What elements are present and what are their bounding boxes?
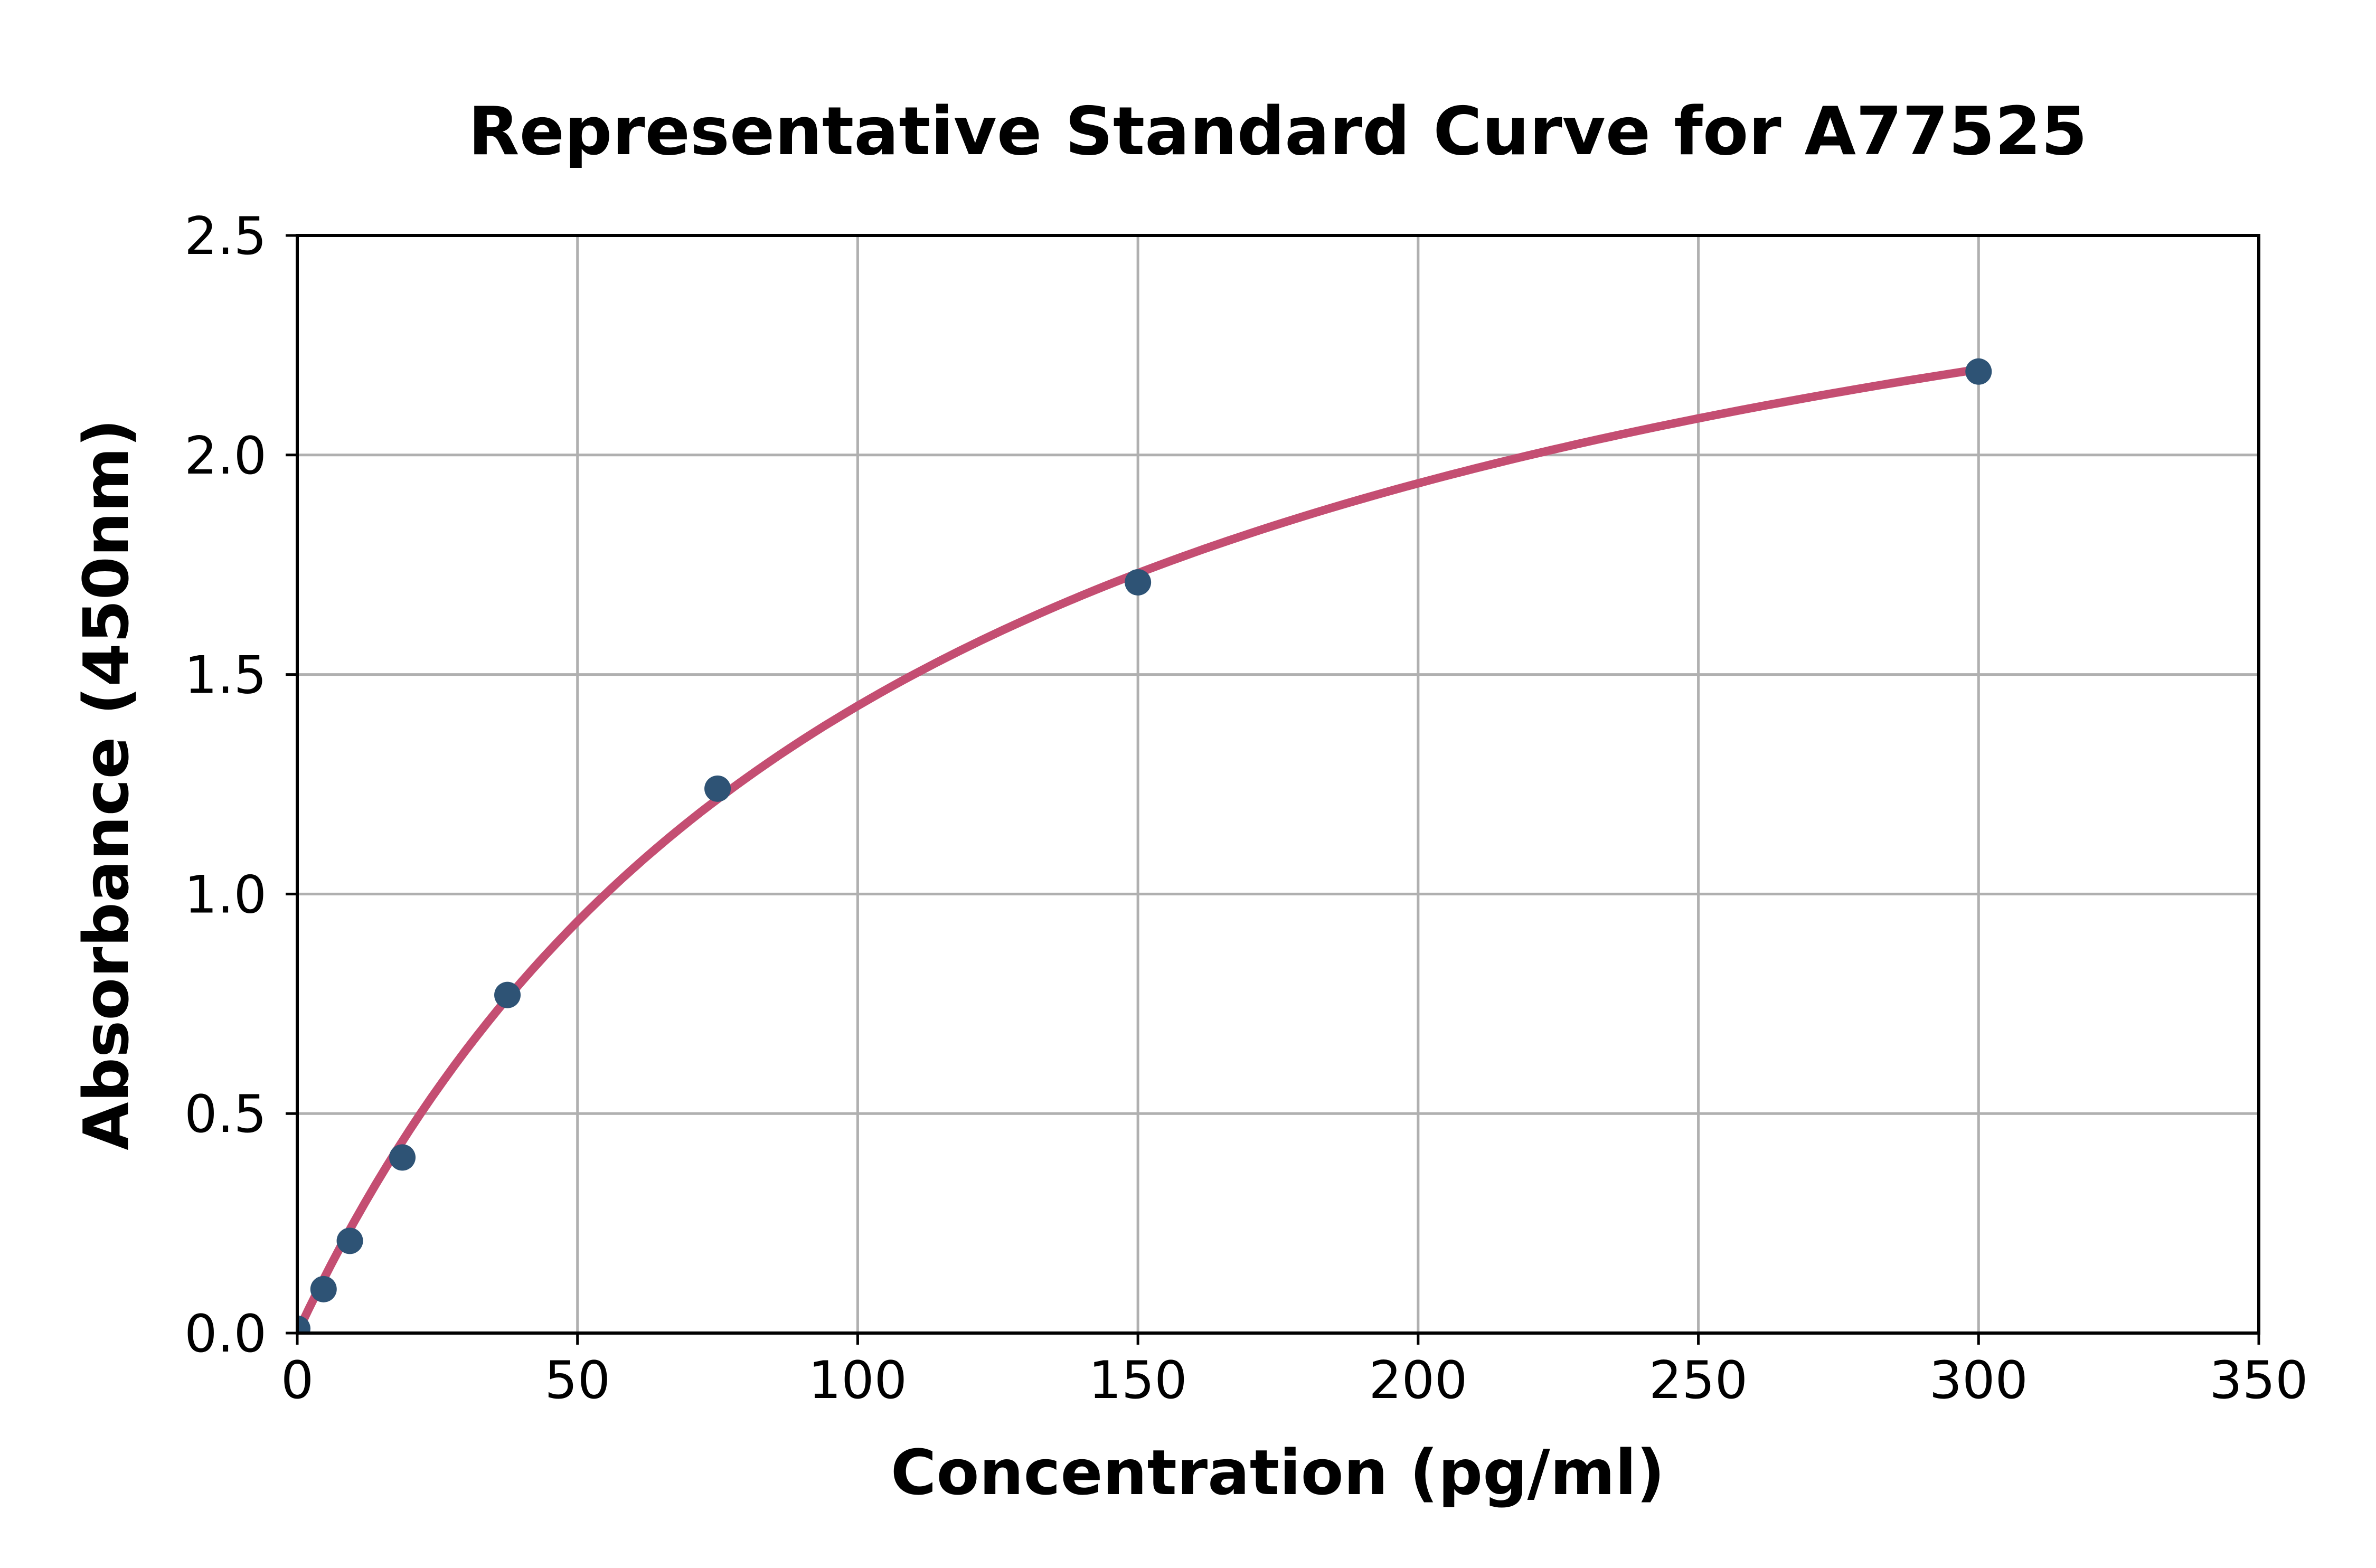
standard-point: [310, 1276, 337, 1302]
x-tick-label: 300: [1929, 1350, 2028, 1411]
standard-point: [1125, 569, 1152, 596]
data-points: [297, 358, 1992, 1333]
x-tick-label: 50: [544, 1350, 610, 1411]
y-axis-label: Absorbance (450nm): [70, 419, 143, 1150]
x-tick-label: 350: [2209, 1350, 2308, 1411]
y-tick-label: 2.5: [184, 206, 267, 267]
y-tick-label: 2.0: [184, 426, 267, 486]
grid-lines: [296, 234, 2260, 1335]
x-axis-label: Concentration (pg/ml): [891, 1436, 1665, 1509]
x-tick-label: 0: [281, 1350, 314, 1411]
tick-marks: [286, 234, 2260, 1345]
x-tick-label: 250: [1649, 1350, 1748, 1411]
standard-point: [389, 1144, 416, 1171]
chart-title: Representative Standard Curve for A77525: [468, 92, 2088, 170]
x-tick-label: 100: [808, 1350, 907, 1411]
standard-point: [336, 1227, 363, 1254]
tick-labels: 0 50 100 150 200 250 300 350 0.0 0.5 1.0 1.5 2.0 2.5: [184, 206, 2308, 1411]
x-tick-label: 150: [1089, 1350, 1187, 1411]
standard-point: [704, 775, 731, 802]
y-tick-label: 0.5: [184, 1084, 267, 1145]
x-tick-label: 200: [1369, 1350, 1467, 1411]
plot-border: [296, 234, 2260, 1335]
standard-point: [494, 981, 521, 1008]
standard-point: [1965, 358, 1992, 385]
standard-point: [297, 1315, 310, 1333]
axes-box: [296, 234, 2260, 1335]
y-tick-label: 1.0: [184, 865, 267, 925]
y-tick-label: 0.0: [184, 1304, 267, 1364]
y-tick-label: 1.5: [184, 646, 267, 706]
